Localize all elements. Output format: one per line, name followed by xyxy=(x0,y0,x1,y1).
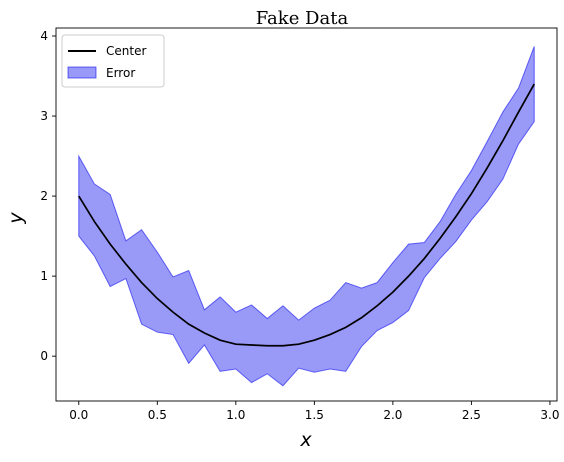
y-tick-label: 0 xyxy=(40,349,48,363)
plot-area xyxy=(78,46,535,387)
x-tick-label: 1.5 xyxy=(305,408,324,422)
y-axis: 0 1 2 3 4 xyxy=(40,29,56,363)
x-axis: 0.0 0.5 1.0 1.5 2.0 2.5 3.0 xyxy=(69,401,559,422)
x-tick-label: 1.0 xyxy=(226,408,245,422)
y-tick-label: 2 xyxy=(40,189,48,203)
x-tick-label: 0.0 xyxy=(69,408,88,422)
x-tick-label: 0.5 xyxy=(148,408,167,422)
chart-title: Fake Data xyxy=(256,8,349,29)
legend-label-center: Center xyxy=(106,44,146,58)
error-band xyxy=(78,46,535,387)
x-tick-label: 3.0 xyxy=(540,408,559,422)
legend-box xyxy=(61,34,165,88)
y-tick-label: 1 xyxy=(40,269,48,283)
legend-band-swatch xyxy=(67,66,97,79)
legend-label-error: Error xyxy=(106,66,135,80)
legend: Center Error xyxy=(61,34,165,88)
y-axis-label: y xyxy=(5,212,27,225)
y-tick-label: 3 xyxy=(40,109,48,123)
x-tick-label: 2.5 xyxy=(462,408,481,422)
axes-frame xyxy=(55,27,558,402)
x-tick-label: 2.0 xyxy=(383,408,402,422)
x-axis-label: x xyxy=(299,429,312,451)
y-tick-label: 4 xyxy=(40,29,48,43)
center-line xyxy=(78,83,535,347)
